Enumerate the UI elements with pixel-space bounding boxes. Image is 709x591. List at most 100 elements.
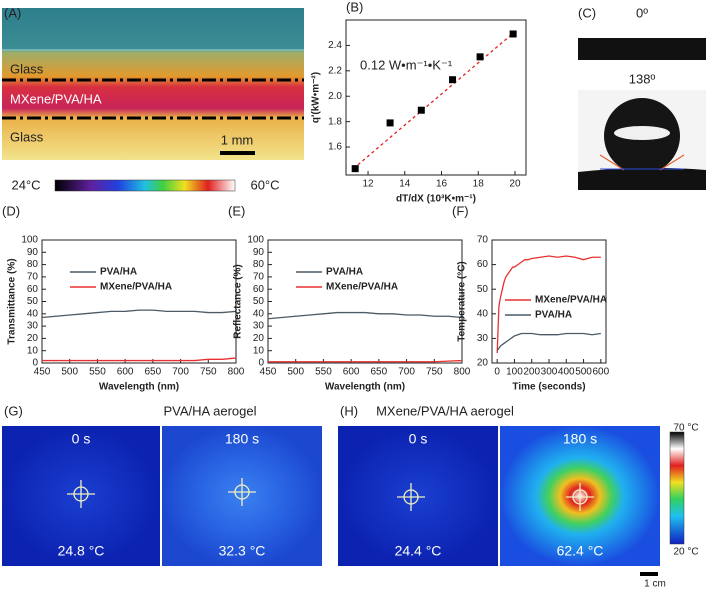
colorbar [669,431,685,545]
y-axis-label: Temperature (°C) [457,261,468,342]
x-tick-label: 650 [145,367,162,378]
temp-label: 32.3 °C [219,543,266,559]
x-tick-label: 500 [287,367,304,378]
series-line [41,309,237,319]
x-axis-label: Time (seconds) [512,382,585,393]
time-label: 0 s [72,431,91,447]
time-label: 180 s [225,431,259,447]
panel-label: (C) [578,5,596,20]
fit-line [352,29,518,170]
y-axis-label: Transmittance (%) [7,258,18,344]
y-tick-label: 90 [253,247,265,258]
x-tick-label: 650 [371,367,388,378]
x-tick-label: 800 [228,367,245,378]
colorbar [54,179,236,192]
x-tick-label: 600 [592,367,609,378]
x-tick-label: 600 [343,367,360,378]
time-label: 180 s [563,431,597,447]
x-tick-label: 0 [494,367,500,378]
x-tick-label: 16 [436,179,448,190]
layer-label: Glass [10,61,44,76]
x-tick-label: 700 [398,367,415,378]
x-tick-label: 550 [315,367,332,378]
x-tick-label: 200 [523,367,540,378]
annotation: 0.12 W•m⁻¹•K⁻¹ [360,57,453,72]
x-tick-label: 800 [454,367,471,378]
y-axis-label: Reflectance (%) [233,264,244,338]
x-tick-label: 750 [200,367,217,378]
data-point [417,106,425,114]
x-tick-label: 300 [541,367,558,378]
x-tick-label: 500 [61,367,78,378]
temp-label: 24.8 °C [58,543,105,559]
time-label: 0 s [409,431,428,447]
y-tick-label: 20 [27,333,39,344]
y-tick-label: 50 [253,296,265,307]
series-line [496,255,601,354]
y-tick-label: 80 [27,259,39,270]
y-axis-label: q'(kW•m⁻²) [311,72,322,123]
panel-c: (C) 0º 138º [578,5,706,190]
scale-label: 1 cm [644,579,666,590]
legend-label: PVA/HA [535,310,572,321]
layer-label: Glass [10,129,44,144]
plot-frame [267,239,463,364]
y-tick-label: 50 [27,296,39,307]
x-tick-label: 450 [34,367,51,378]
data-point [509,30,517,38]
angle-label: 0º [636,5,648,20]
tangent [599,154,625,171]
y-tick-label: 20 [253,333,265,344]
panel-label: (E) [228,203,245,218]
legend-label: MXene/PVA/HA [100,282,172,293]
y-tick-label: 2.2 [328,65,342,76]
colorbar-label: 24°C [11,177,40,192]
panel-title: PVA/HA aerogel [164,403,257,418]
x-tick-label: 600 [117,367,134,378]
data-point [476,53,484,61]
y-tick-label: 40 [253,308,265,319]
y-tick-label: 30 [477,333,489,344]
y-tick-label: 60 [253,284,265,295]
series-line [267,311,463,320]
scale-bar [640,572,658,576]
y-tick-label: 90 [27,247,39,258]
y-tick-label: 70 [27,272,39,283]
panel-g: (G) PVA/HA aerogel 0 s 24.8 °C 180 s 32.… [2,403,322,566]
legend-label: MXene/PVA/HA [535,295,607,306]
panel-label: (A) [4,5,21,20]
panel-label: (F) [452,203,469,218]
data-point [351,165,359,173]
temp-label: 24.4 °C [395,543,442,559]
surface [578,167,706,190]
scale-bar [220,151,255,155]
y-tick-label: 80 [253,259,265,270]
y-tick-label: 30 [253,321,265,332]
series-line [268,359,463,363]
panel-label: (G) [4,403,23,418]
y-tick-label: 10 [27,345,39,356]
layer-label: MXene/PVA/HA [10,91,102,106]
y-tick-label: 40 [27,308,39,319]
x-tick-label: 18 [473,179,485,190]
panel-a: (A) Glass MXene/PVA/HA Glass 1 mm 24°C 6… [2,5,304,192]
x-tick-label: 500 [575,367,592,378]
panel-h: (H) MXene/PVA/HA aerogel 0 s 24.4 °C 180… [338,403,699,590]
y-tick-label: 30 [27,321,39,332]
x-axis-label: Wavelength (nm) [99,382,179,393]
colorbar-label: 20 °C [673,547,698,558]
plot-frame [345,19,527,176]
y-tick-label: 1.8 [328,116,342,127]
legend-label: PVA/HA [326,267,363,278]
y-tick-label: 40 [477,308,489,319]
y-tick-label: 10 [253,345,265,356]
temp-label: 62.4 °C [557,543,604,559]
y-tick-label: 100 [247,235,264,246]
x-axis-label: Wavelength (nm) [325,382,405,393]
y-tick-label: 0 [258,358,264,369]
scale-label: 1 mm [221,132,254,147]
x-tick-label: 700 [172,367,189,378]
y-tick-label: 60 [27,284,39,295]
plot-frame [41,239,237,364]
